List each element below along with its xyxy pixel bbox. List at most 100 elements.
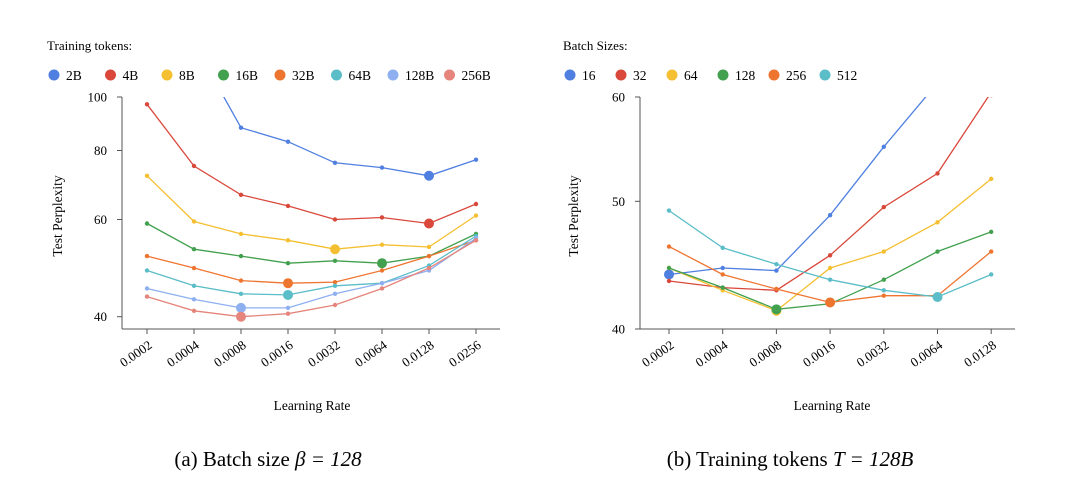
point-a-4-2 <box>238 278 244 283</box>
point-b-0-2 <box>774 268 779 273</box>
point-a-7-5 <box>379 286 385 291</box>
x-tick-label-a-5: 0.0064 <box>352 337 390 370</box>
point-a-2-0 <box>144 173 150 178</box>
x-tick-label-b-0: 0.0002 <box>639 337 677 370</box>
point-a-2-4 <box>330 244 340 255</box>
caption-a-math: β = 128 <box>294 447 362 471</box>
legend-marker-a-1 <box>105 69 116 81</box>
point-a-2-7 <box>473 213 479 218</box>
point-a-7-6 <box>426 265 432 271</box>
legend-marker-b-2 <box>666 69 678 81</box>
point-b-3-4 <box>881 277 886 282</box>
x-tick-label-a-7: 0.0256 <box>446 337 484 370</box>
point-a-3-0 <box>144 221 150 226</box>
legend-label-b-5: 512 <box>837 68 857 83</box>
point-b-0-3 <box>827 213 833 218</box>
y-tick-label-b-0: 40 <box>612 322 625 337</box>
point-a-4-4 <box>332 279 338 285</box>
caption-b-prefix: (b) Training tokens <box>667 447 833 471</box>
point-b-4-1 <box>720 272 725 277</box>
y-axis-label-b: Test Perplexity <box>566 175 581 256</box>
point-a-3-4 <box>332 258 338 264</box>
point-a-3-5 <box>377 258 387 269</box>
legend-label-b-3: 128 <box>735 68 756 83</box>
caption-b: (b) Training tokens T = 128B <box>667 447 914 471</box>
point-b-2-6 <box>989 176 994 182</box>
legend-label-b-0: 16 <box>582 68 596 83</box>
point-a-6-2 <box>236 302 246 313</box>
point-a-1-6 <box>424 218 434 229</box>
point-b-3-0 <box>666 265 672 271</box>
point-a-0-2 <box>238 125 244 130</box>
x-tick-label-b-4: 0.0032 <box>854 337 892 370</box>
point-a-7-7 <box>473 238 479 243</box>
y-tick-label-b-1: 50 <box>612 194 625 209</box>
chart-panel-b: Batch Sizes: 16 32 64 128 256 512 40 50 60 0.000… <box>563 38 1015 471</box>
y-tick-label-a-1: 60 <box>94 212 107 227</box>
point-a-1-7 <box>473 201 479 207</box>
point-a-2-1 <box>191 219 197 224</box>
point-a-1-0 <box>144 102 150 107</box>
legend-label-a-3: 16B <box>236 68 259 83</box>
series-line-a-0 <box>223 97 477 177</box>
legend-marker-a-6 <box>387 69 399 81</box>
point-a-7-1 <box>191 308 197 313</box>
legend-marker-a-2 <box>161 69 173 81</box>
caption-a: (a) Batch size β = 128 <box>174 447 362 471</box>
x-tick-label-b-2: 0.0008 <box>746 337 784 370</box>
point-a-0-5 <box>379 165 385 170</box>
x-tick-label-b-3: 0.0016 <box>800 337 838 370</box>
point-a-3-2 <box>238 253 244 259</box>
point-a-2-6 <box>426 244 432 250</box>
point-a-3-3 <box>285 260 291 266</box>
point-b-1-3 <box>827 253 833 258</box>
series-line-b-1 <box>668 97 989 291</box>
legend-label-a-1: 4B <box>123 68 139 83</box>
point-b-1-4 <box>881 204 886 210</box>
point-b-3-6 <box>989 229 994 235</box>
point-a-1-4 <box>332 217 338 222</box>
series-line-b-0 <box>668 97 927 276</box>
point-a-6-0 <box>144 286 150 291</box>
legend-b: 16 32 64 128 256 512 <box>564 68 857 83</box>
point-a-5-2 <box>238 291 244 297</box>
point-a-6-4 <box>332 291 338 297</box>
point-a-0-6 <box>424 170 434 181</box>
legend-label-b-1: 32 <box>633 68 647 83</box>
caption-b-math: T = 128B <box>833 447 913 471</box>
legend-label-b-4: 256 <box>786 68 807 83</box>
point-a-0-7 <box>473 157 479 162</box>
point-b-4-2 <box>774 286 779 292</box>
x-tick-label-b-5: 0.0064 <box>907 337 945 370</box>
point-b-1-5 <box>935 171 940 176</box>
x-tick-label-b-6: 0.0128 <box>961 337 999 370</box>
legend-label-a-5: 64B <box>349 68 372 83</box>
point-b-4-3 <box>825 297 836 308</box>
point-a-1-5 <box>379 215 385 220</box>
legend-label-a-7: 256B <box>462 68 491 83</box>
point-a-5-4 <box>332 283 338 289</box>
point-b-5-5 <box>932 292 943 303</box>
chart-panel-a: Training tokens: 2B 4B 8B 16B 32B 64B 128B 256B… <box>47 38 500 471</box>
x-tick-label-b-1: 0.0004 <box>693 337 731 370</box>
y-tick-label-a-0: 40 <box>94 309 107 324</box>
legend-marker-a-7 <box>444 69 455 81</box>
x-tick-label-a-0: 0.0002 <box>117 337 155 370</box>
legend-marker-b-5 <box>819 69 831 81</box>
point-a-6-3 <box>285 305 291 311</box>
series-line-a-4 <box>146 239 477 284</box>
x-tick-label-a-3: 0.0016 <box>258 337 296 370</box>
legend-label-a-2: 8B <box>179 68 195 83</box>
series-line-a-1 <box>146 103 477 225</box>
y-tick-label-a-3: 100 <box>88 90 108 105</box>
legend-label-a-6: 128B <box>405 68 434 83</box>
point-a-1-2 <box>238 192 244 198</box>
x-tick-label-a-4: 0.0032 <box>305 337 343 370</box>
point-a-1-3 <box>285 203 291 209</box>
series-line-a-3 <box>146 222 477 264</box>
series-line-a-2 <box>146 175 477 250</box>
x-tick-label-a-6: 0.0128 <box>399 337 437 370</box>
legend-marker-b-3 <box>717 69 729 81</box>
point-a-2-5 <box>379 242 385 247</box>
legend-marker-a-5 <box>331 69 342 81</box>
